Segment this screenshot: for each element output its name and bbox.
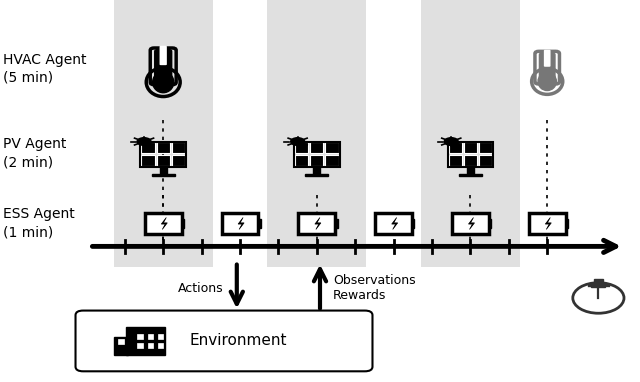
Circle shape [444,137,459,146]
Bar [464,155,477,166]
Bar [452,213,489,234]
Bar [421,0,520,267]
Bar [145,213,182,234]
Text: HVAC Agent
(5 min): HVAC Agent (5 min) [3,53,86,85]
Polygon shape [161,217,167,230]
Bar [172,155,185,166]
Bar [447,142,493,167]
Bar [295,142,308,154]
Bar [141,142,155,154]
Bar [325,155,339,166]
Polygon shape [468,217,474,230]
Bar [114,0,212,267]
Bar [157,155,170,166]
Bar [479,155,492,166]
Bar [140,142,186,167]
Bar [325,142,339,154]
Bar [335,219,338,228]
Bar [152,174,175,176]
Circle shape [290,137,305,146]
Polygon shape [315,217,321,230]
Bar [479,142,492,154]
Bar [125,327,165,355]
Bar [172,142,185,154]
Bar [314,167,320,174]
Circle shape [136,137,152,146]
Text: Rewards: Rewards [333,289,386,302]
Bar [489,219,492,228]
Bar [157,142,170,154]
FancyBboxPatch shape [155,50,172,83]
Bar [221,213,259,234]
Bar [459,174,482,176]
Polygon shape [392,217,397,230]
Bar [137,343,143,348]
Bar [158,334,163,340]
Bar [158,343,163,348]
Text: Actions: Actions [179,282,224,295]
Text: Environment: Environment [189,333,287,348]
Bar [467,167,474,174]
Bar [449,142,462,154]
Polygon shape [545,217,551,230]
Bar [412,219,415,228]
Bar [182,219,184,228]
Bar [298,213,335,234]
FancyBboxPatch shape [159,46,167,65]
Bar [148,343,154,348]
Bar [310,155,323,166]
Bar [294,142,340,167]
Bar [529,213,566,234]
FancyBboxPatch shape [544,50,550,67]
FancyBboxPatch shape [76,311,372,371]
Bar [295,155,308,166]
Text: ESS Agent
(1 min): ESS Agent (1 min) [3,207,75,240]
FancyBboxPatch shape [540,53,555,83]
Polygon shape [238,217,244,230]
Bar [118,338,124,344]
Circle shape [573,283,624,313]
Bar [268,0,366,267]
Ellipse shape [152,71,174,93]
Text: PV Agent
(2 min): PV Agent (2 min) [3,137,67,169]
Bar [141,155,155,166]
Bar [259,219,261,228]
Bar [375,213,412,234]
Bar [566,219,568,228]
Bar [449,155,462,166]
Bar [310,142,323,154]
Bar [148,334,154,340]
Bar [160,167,166,174]
Ellipse shape [538,72,556,91]
Bar [137,334,143,340]
Text: Observations: Observations [333,274,415,286]
Bar [114,337,128,355]
Bar [594,279,603,284]
Bar [305,174,328,176]
Bar [464,142,477,154]
Bar [591,284,605,286]
